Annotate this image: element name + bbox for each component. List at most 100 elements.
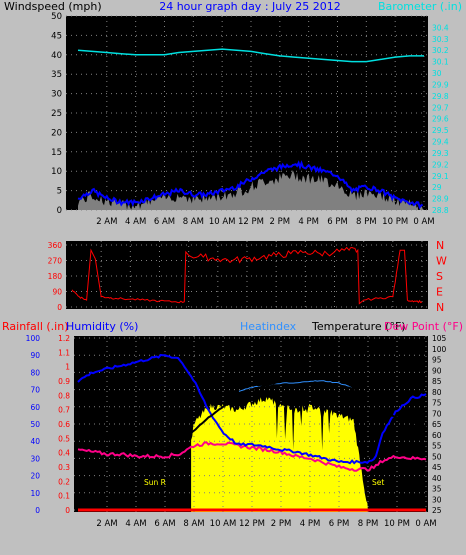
- humidity-tick-label: 70: [30, 386, 40, 395]
- time-tick-label: 2 PM: [270, 217, 291, 227]
- barometer-tick-label: 29: [432, 183, 442, 192]
- time-tick-label: 2 AM: [96, 519, 117, 529]
- time-tick-label: 8 AM: [183, 217, 204, 227]
- time-axis-top: 2 AM 4 AM 6 AM 8 AM 10 AM 12 PM 2 PM 4 PM 6 PM 8 …: [96, 217, 434, 227]
- humidity-tick-label: 30: [30, 454, 40, 463]
- temperature-tick-label: 35: [432, 485, 442, 494]
- temperature-tick-label: 85: [432, 377, 442, 386]
- wind-tick-label: 50: [51, 12, 62, 22]
- compass-label: S: [436, 270, 443, 283]
- time-tick-label: 8 AM: [183, 519, 204, 529]
- humidity-tick-label: 10: [30, 489, 40, 498]
- time-tick-label: 12 PM: [239, 519, 265, 529]
- barometer-tick-label: 29.3: [432, 149, 449, 158]
- temperature-tick-label: 60: [432, 431, 442, 440]
- compass-label: W: [436, 255, 447, 268]
- time-tick-label: 6 PM: [329, 519, 350, 529]
- direction-grid: [66, 241, 428, 309]
- barometer-tick-label: 29.6: [432, 115, 449, 124]
- direction-tick-label: 270: [48, 257, 63, 266]
- barometer-tick-label: 28.8: [432, 206, 449, 215]
- temperature-humidity-panel: Sun R Set 0 10 20 30 40 50 60 70 80 90 100 0 0.1 0.2…: [26, 334, 447, 529]
- time-tick-label: 6 PM: [327, 217, 348, 227]
- barometer-tick-label: 29.8: [432, 92, 449, 101]
- time-tick-label: 4 PM: [300, 519, 321, 529]
- temperature-tick-label: 100: [432, 345, 447, 354]
- direction-tick-label: 180: [48, 272, 63, 281]
- rainfall-tick-label: 0.4: [58, 449, 70, 458]
- humidity-line: [77, 353, 427, 465]
- rainfall-tick-label: 0.6: [58, 420, 70, 429]
- time-tick-label: 6 AM: [154, 519, 175, 529]
- solar-area: [191, 397, 368, 512]
- rainfall-label: Rainfall (.in): [2, 320, 69, 333]
- sunset-label: Set: [372, 478, 384, 487]
- wind-tick-label: 35: [51, 70, 62, 80]
- wind-tick-label: 25: [51, 109, 62, 119]
- barometer-tick-label: 29.5: [432, 126, 449, 135]
- barometer-tick-label: 29.1: [432, 172, 449, 181]
- rainfall-axis: 0 0.1 0.2 0.3 0.4 0.5 0.6 0.7 0.8 0.9 1 1.1 1.2: [58, 334, 70, 515]
- direction-line: [71, 246, 423, 305]
- graph-title: 24 hour graph day : July 25 2012: [159, 0, 341, 13]
- rainfall-tick-label: 0.8: [58, 391, 70, 400]
- time-tick-label: 8 PM: [358, 519, 379, 529]
- compass-label: N: [436, 301, 444, 314]
- barometer-axis: 28.8 28.9 29 29.1 29.2 29.3 29.4 29.5 29.6 29.7 29…: [432, 23, 449, 215]
- time-tick-label: 0 AM: [415, 519, 436, 529]
- temperature-tick-label: 70: [432, 409, 442, 418]
- temperature-tick-label: 105: [432, 334, 447, 343]
- rainfall-tick-label: 0.7: [58, 406, 70, 415]
- humidity-tick-label: 60: [30, 403, 40, 412]
- barometer-tick-label: 29.2: [432, 160, 449, 169]
- barometer-tick-label: 30: [432, 69, 442, 78]
- temperature-tick-label: 25: [432, 506, 442, 515]
- direction-tick-label: 0: [57, 303, 62, 312]
- time-tick-label: 6 AM: [154, 217, 175, 227]
- barometer-tick-label: 28.9: [432, 195, 449, 204]
- time-tick-label: 10 PM: [382, 217, 408, 227]
- compass-label: N: [436, 239, 444, 252]
- rainfall-tick-label: 0.2: [58, 477, 70, 486]
- dewpoint-label: Dew Point (°F): [384, 320, 463, 333]
- rainfall-tick-label: 1.1: [58, 348, 70, 357]
- rainfall-tick-label: 0.9: [58, 377, 70, 386]
- humidity-tick-label: 50: [30, 420, 40, 429]
- temperature-line: [77, 375, 427, 449]
- barometer-tick-label: 30.4: [432, 23, 449, 32]
- time-tick-label: 2 PM: [271, 519, 292, 529]
- rainfall-tick-label: 0.3: [58, 463, 70, 472]
- temperature-tick-label: 50: [432, 452, 442, 461]
- time-axis-bottom: 2 AM 4 AM 6 AM 8 AM 10 AM 12 PM 2 PM 4 PM 6 PM 8 …: [96, 519, 436, 529]
- time-tick-label: 4 PM: [298, 217, 319, 227]
- temperature-tick-label: 55: [432, 442, 442, 451]
- time-tick-label: 10 PM: [384, 519, 410, 529]
- time-tick-label: 12 PM: [238, 217, 264, 227]
- windspeed-label: Windspeed (mph): [4, 0, 102, 13]
- wind-tick-label: 20: [51, 128, 62, 138]
- windspeed-axis: 0 5 10 15 20 25 30 35 40 45 50: [51, 12, 62, 216]
- rainfall-tick-label: 0.1: [58, 492, 70, 501]
- rainfall-tick-label: 0: [65, 506, 70, 515]
- direction-axis: 0 90 180 270 360: [48, 241, 63, 312]
- temperature-tick-label: 30: [432, 495, 442, 504]
- temperature-tick-label: 45: [432, 463, 442, 472]
- temperature-label: Temperature (°F): [311, 320, 406, 333]
- barometer-tick-label: 30.2: [432, 46, 449, 55]
- barometer-tick-label: 29.7: [432, 103, 449, 112]
- barometer-tick-label: 30.1: [432, 58, 449, 67]
- rainfall-tick-label: 1: [65, 363, 70, 372]
- temperature-tick-label: 65: [432, 420, 442, 429]
- wind-tick-label: 15: [51, 148, 62, 158]
- wind-tick-label: 40: [51, 51, 62, 61]
- rainfall-tick-label: 0.5: [58, 434, 70, 443]
- time-tick-label: 2 AM: [96, 217, 117, 227]
- time-tick-label: 10 AM: [210, 519, 237, 529]
- temperature-tick-label: 40: [432, 474, 442, 483]
- wind-tick-label: 45: [51, 31, 62, 41]
- dewpoint-line: [77, 441, 427, 472]
- heatindex-label: Heatindex: [240, 320, 297, 333]
- humidity-tick-label: 100: [26, 334, 41, 343]
